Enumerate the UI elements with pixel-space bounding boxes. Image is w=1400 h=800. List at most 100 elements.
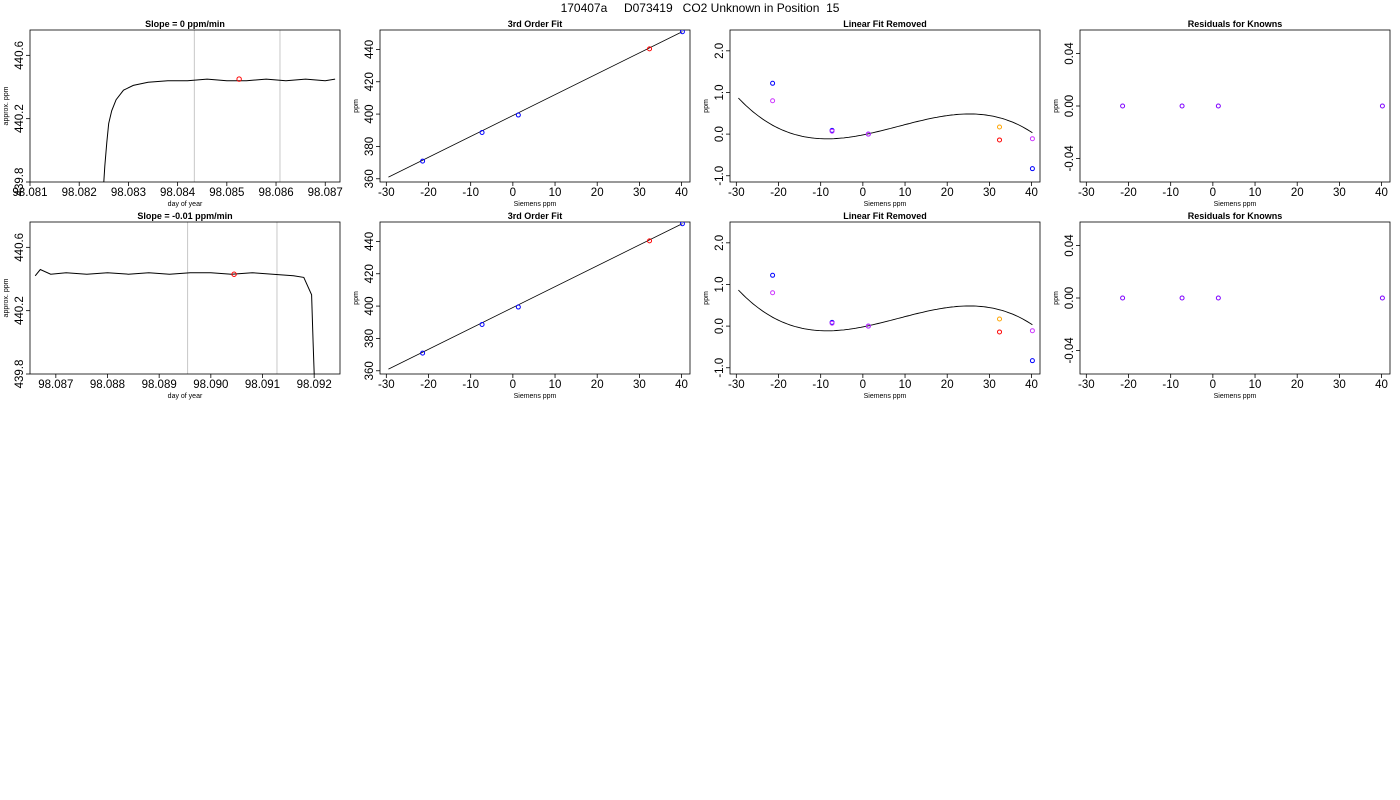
y-tick-label: 1.0 xyxy=(714,84,726,100)
x-tick-label: 98.083 xyxy=(111,187,146,199)
data-point xyxy=(770,290,776,296)
chart-panel-6: 3rd Order Fit -30 -20 -10 0 10 20 30 40 360 380 400… xyxy=(353,211,691,400)
x-tick-label: -20 xyxy=(1120,379,1137,391)
y-tick-label: 400 xyxy=(364,296,376,315)
y-tick-label: 400 xyxy=(364,104,376,123)
data-point xyxy=(829,320,835,326)
x-tick-label: -10 xyxy=(462,187,479,199)
data-point xyxy=(997,124,1003,130)
data-point xyxy=(829,128,835,134)
data-point xyxy=(1029,136,1035,142)
x-tick-label: -10 xyxy=(1162,379,1179,391)
x-tick-label: 10 xyxy=(1249,379,1262,391)
x-tick-label: 98.092 xyxy=(297,379,332,391)
chart-panel-5: Slope = -0.01 ppm/min 98.087 98.088 98.089 9… xyxy=(3,211,341,400)
chart-panel-8: Residuals for Knowns -30 -20 -10 0 10 20 30 40 -0… xyxy=(1053,211,1391,400)
y-axis-label: ppm xyxy=(703,99,710,113)
data-point xyxy=(1179,103,1185,109)
data-point xyxy=(1029,358,1035,364)
y-tick-label: 440 xyxy=(364,40,376,59)
y-tick-label: -1.0 xyxy=(714,358,726,378)
data-point xyxy=(1179,295,1185,301)
x-tick-label: 0 xyxy=(510,187,516,199)
data-point xyxy=(1029,166,1035,172)
data-point xyxy=(770,272,776,278)
data-point xyxy=(1215,295,1221,301)
y-tick-label: -0.04 xyxy=(1064,337,1076,364)
x-axis-label: day of year xyxy=(168,201,203,208)
x-tick-label: 20 xyxy=(591,379,604,391)
data-point xyxy=(1379,103,1385,109)
y-tick-label: 420 xyxy=(364,72,376,91)
x-axis-label: Siemens ppm xyxy=(1214,393,1257,400)
y-tick-label: 440.2 xyxy=(14,296,26,325)
chart-title: Linear Fit Removed xyxy=(843,211,927,221)
x-tick-label: -20 xyxy=(420,379,437,391)
plot-frame xyxy=(1079,29,1391,183)
x-tick-label: 10 xyxy=(1249,187,1262,199)
data-point xyxy=(1120,103,1126,109)
plot-area xyxy=(738,272,1035,364)
chart-title: 3rd Order Fit xyxy=(508,211,563,221)
x-tick-label: 30 xyxy=(633,379,646,391)
y-tick-label: 440.6 xyxy=(14,41,26,70)
y-tick-label: 380 xyxy=(364,137,376,156)
x-tick-label: 20 xyxy=(1291,187,1304,199)
x-tick-label: 30 xyxy=(1333,379,1346,391)
x-axis-label: Siemens ppm xyxy=(864,201,907,208)
x-tick-label: 40 xyxy=(675,187,688,199)
data-point xyxy=(865,323,871,329)
y-tick-label: 0.00 xyxy=(1064,287,1076,309)
y-tick-label: -1.0 xyxy=(714,166,726,186)
data-point xyxy=(1215,103,1221,109)
y-tick-label: 2.0 xyxy=(714,235,726,251)
x-tick-label: 10 xyxy=(899,187,912,199)
data-point xyxy=(770,98,776,104)
data-point xyxy=(647,46,653,52)
chart-title: Linear Fit Removed xyxy=(843,19,927,29)
y-axis-label: ppm xyxy=(1053,99,1060,113)
data-point xyxy=(479,130,485,136)
y-tick-label: 380 xyxy=(364,329,376,348)
page-title: 170407a D073419 CO2 Unknown in Position … xyxy=(560,1,840,15)
chart-title: Residuals for Knowns xyxy=(1188,19,1283,29)
x-tick-label: 0 xyxy=(1210,379,1216,391)
plot-area xyxy=(103,76,336,182)
data-point xyxy=(679,30,685,35)
y-tick-label: 440 xyxy=(364,232,376,251)
x-tick-label: 40 xyxy=(1025,187,1038,199)
y-tick-label: 439.8 xyxy=(14,168,26,197)
x-tick-label: -10 xyxy=(1162,187,1179,199)
plot-frame xyxy=(29,29,341,183)
y-axis-label: ppm xyxy=(353,99,360,113)
series-line xyxy=(34,268,315,374)
x-axis-label: Siemens ppm xyxy=(1214,201,1257,208)
x-tick-label: 98.084 xyxy=(160,187,196,199)
x-tick-label: -20 xyxy=(770,187,787,199)
x-tick-label: 30 xyxy=(983,379,996,391)
plot-frame xyxy=(1079,221,1391,375)
x-tick-label: 10 xyxy=(549,187,562,199)
fit-line xyxy=(388,31,683,178)
x-tick-label: -30 xyxy=(1078,379,1095,391)
x-tick-label: 40 xyxy=(1375,379,1388,391)
chart-title: Slope = -0.01 ppm/min xyxy=(137,211,232,221)
y-tick-label: 1.0 xyxy=(714,276,726,292)
x-tick-label: 98.091 xyxy=(245,379,280,391)
data-point xyxy=(420,158,426,164)
x-tick-label: -30 xyxy=(728,379,745,391)
x-tick-label: 0 xyxy=(860,379,866,391)
x-tick-label: 98.088 xyxy=(90,379,125,391)
data-point xyxy=(1120,295,1126,301)
x-tick-label: 98.086 xyxy=(258,187,293,199)
data-point xyxy=(997,137,1003,143)
x-tick-label: 30 xyxy=(1333,187,1346,199)
chart-title: 3rd Order Fit xyxy=(508,19,563,29)
x-tick-label: 98.081 xyxy=(12,187,47,199)
x-tick-label: -20 xyxy=(420,187,437,199)
x-tick-label: 40 xyxy=(1025,379,1038,391)
y-tick-label: 440.6 xyxy=(14,233,26,262)
data-point xyxy=(515,304,521,310)
data-point xyxy=(479,322,485,328)
x-tick-label: 98.082 xyxy=(62,187,97,199)
